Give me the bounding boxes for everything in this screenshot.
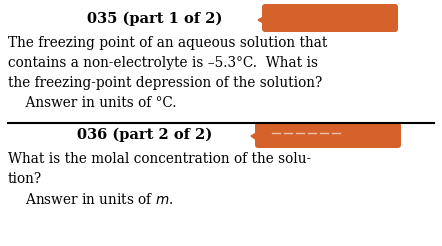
FancyBboxPatch shape [262, 4, 398, 32]
Text: What is the molal concentration of the solu-: What is the molal concentration of the s… [8, 152, 311, 166]
Text: The freezing point of an aqueous solution that: The freezing point of an aqueous solutio… [8, 36, 328, 50]
Text: the freezing-point depression of the solution?: the freezing-point depression of the sol… [8, 76, 322, 90]
Polygon shape [258, 16, 265, 24]
Text: 036 (part 2 of 2): 036 (part 2 of 2) [77, 128, 213, 142]
Text: 035 (part 1 of 2): 035 (part 1 of 2) [88, 12, 223, 26]
Text: Answer in units of °C.: Answer in units of °C. [8, 96, 176, 110]
Text: Answer in units of $m$.: Answer in units of $m$. [8, 192, 174, 207]
Text: contains a non-electrolyte is –5.3°C.  What is: contains a non-electrolyte is –5.3°C. Wh… [8, 56, 318, 70]
Polygon shape [251, 132, 258, 141]
Text: tion?: tion? [8, 172, 42, 186]
FancyBboxPatch shape [255, 122, 401, 148]
